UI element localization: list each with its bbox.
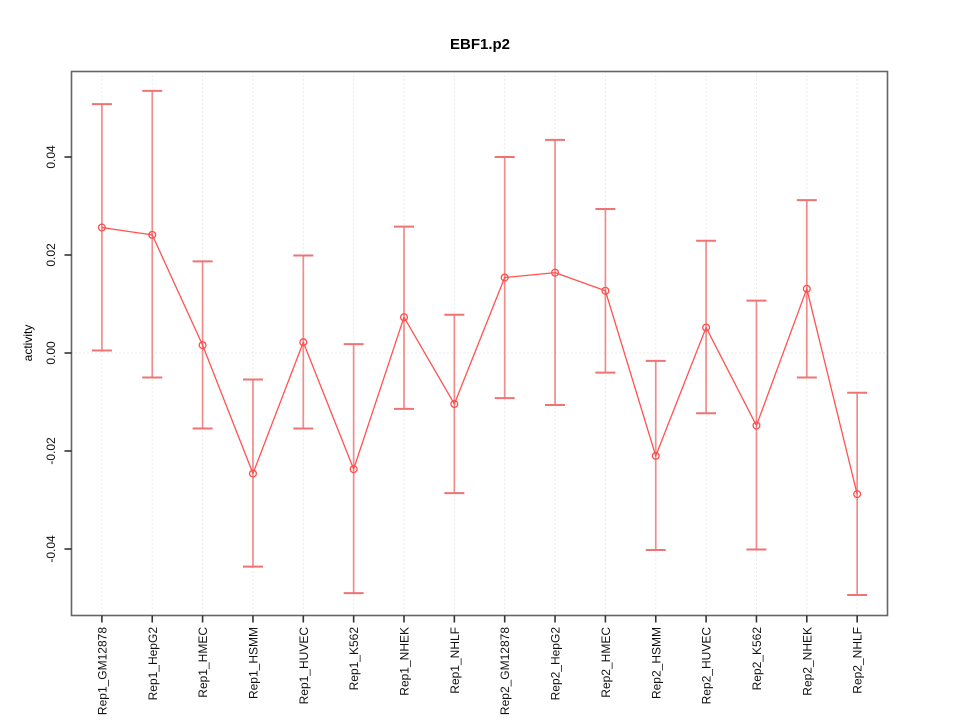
data-point-marker: [500, 273, 509, 282]
x-tick-label: Rep1_K562: [347, 627, 361, 691]
data-point-marker: [399, 313, 409, 322]
data-point-marker: [752, 421, 761, 430]
chart-title: EBF1.p2: [449, 36, 510, 53]
data-point-marker: [651, 451, 660, 460]
plot-border: [70, 70, 889, 617]
axis-ticks: [64, 156, 858, 623]
y-tick-labels: 0.04 0.02 0.00 -0.02 -0.04: [44, 145, 58, 563]
x-tick-label: Rep2_NHLF: [851, 627, 865, 694]
x-tick-label: Rep1_HUVEC: [297, 627, 311, 705]
data-point-marker: [349, 465, 358, 474]
x-tick-label: Rep2_NHEK: [800, 627, 814, 696]
x-tick-labels: Rep1_GM12878 Rep1_HepG2 Rep1_HMEC Rep1_HSMM…: [95, 627, 864, 715]
data-point-marker: [148, 230, 157, 239]
x-tick-label: Rep2_HSMM: [649, 627, 663, 699]
x-tick-label: Rep1_GM12878: [95, 627, 109, 715]
gridlines: [101, 71, 858, 616]
plot-border-rect: [70, 70, 889, 617]
data-point-marker: [97, 223, 106, 232]
error-bar: [91, 103, 112, 352]
y-tick-label: 0.00: [44, 341, 58, 365]
data-points: [97, 223, 862, 499]
data-point-marker: [802, 284, 811, 293]
x-tick-label: Rep2_K562: [750, 627, 764, 691]
y-tick-label: -0.02: [44, 437, 58, 465]
y-tick-label: 0.04: [44, 145, 58, 169]
x-tick-label: Rep2_HepG2: [549, 627, 563, 701]
x-tick-label: Rep2_HUVEC: [700, 627, 714, 705]
series-polyline: [101, 226, 858, 495]
x-tick-label: Rep1_NHEK: [398, 627, 412, 696]
series-line: [101, 226, 858, 495]
x-tick-label: Rep1_HepG2: [146, 627, 160, 701]
data-point-marker: [450, 399, 459, 409]
data-point-marker: [299, 338, 308, 347]
data-point-marker: [702, 323, 711, 332]
data-point-marker: [601, 286, 610, 295]
y-tick-label: 0.02: [44, 243, 58, 267]
error-bar: [142, 89, 163, 379]
x-tick-label: Rep2_GM12878: [498, 627, 512, 715]
x-tick-label: Rep1_HMEC: [196, 627, 210, 698]
x-tick-label: Rep1_NHLF: [448, 627, 462, 694]
data-point-marker: [248, 469, 258, 478]
x-tick-label: Rep2_HMEC: [599, 627, 613, 698]
y-tick-label: -0.04: [44, 535, 58, 563]
data-point-marker: [198, 341, 207, 350]
data-point-marker: [550, 268, 560, 277]
error-bars: [91, 89, 868, 597]
data-point-marker: [853, 490, 862, 499]
x-tick-label: Rep1_HSMM: [246, 627, 260, 699]
